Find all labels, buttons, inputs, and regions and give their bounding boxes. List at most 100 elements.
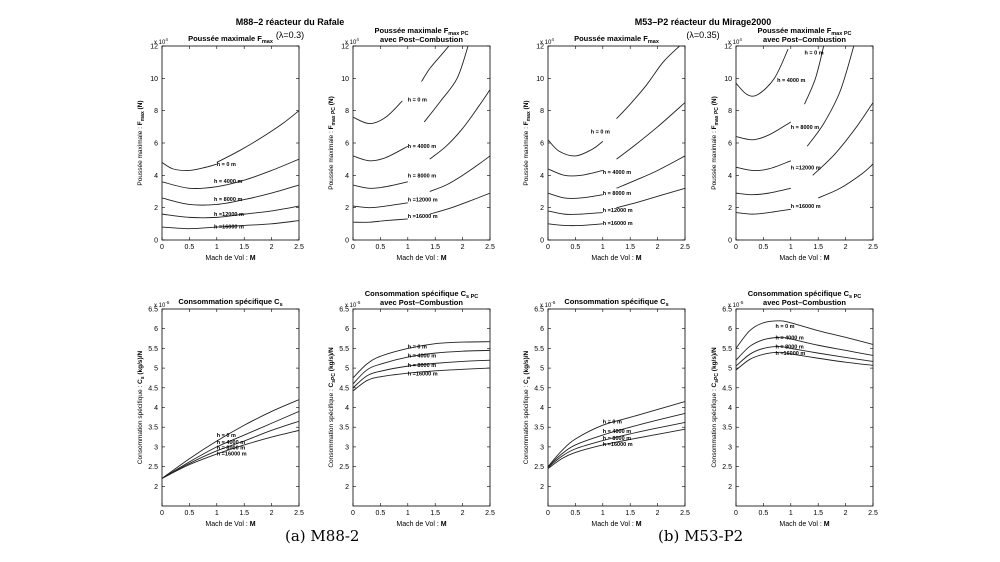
altitude-label: h = 8000 m bbox=[775, 344, 803, 350]
axis-exponent: x 104 bbox=[154, 37, 168, 46]
x-tick-label: 0.5 bbox=[376, 244, 386, 251]
figure-b-header: M53–P2 réacteur du Mirage2000 bbox=[634, 17, 772, 27]
altitude-label: h = 4000 m bbox=[603, 170, 631, 176]
altitude-label: h =16000 m bbox=[408, 214, 438, 220]
chart-title-sub: s bbox=[280, 302, 283, 308]
x-tick-label: 2.5 bbox=[868, 510, 878, 517]
plot-frame bbox=[161, 45, 300, 241]
y-axis-label: Poussée maximale : Fmax PC (N) bbox=[711, 96, 720, 190]
y-tick-label: 4 bbox=[345, 173, 349, 180]
y-tick-label: 0 bbox=[728, 238, 732, 245]
x-tick-label: 1 bbox=[601, 244, 605, 251]
chart-title-line2: avec Post–Combustion bbox=[763, 35, 846, 44]
x-tick-label: 1.5 bbox=[430, 244, 440, 251]
y-tick-label: 3 bbox=[345, 444, 349, 451]
x-tick-label: 1 bbox=[406, 510, 410, 517]
x-axis-label: Mach de Vol : M bbox=[591, 255, 641, 262]
series-line bbox=[736, 49, 789, 97]
x-tick-label: 1.5 bbox=[239, 244, 249, 251]
y-tick-label: 6.5 bbox=[148, 307, 158, 314]
exponent-base: x 10 bbox=[540, 40, 552, 46]
y-axis-label-sub: sPC bbox=[714, 373, 720, 383]
y-axis-label-symbol: C bbox=[523, 379, 530, 384]
y-tick-label: 8 bbox=[154, 108, 158, 115]
y-tick-label: 8 bbox=[345, 108, 349, 115]
y-tick-label: 3 bbox=[728, 444, 732, 451]
altitude-label: h =12000 m bbox=[603, 208, 633, 214]
series-line bbox=[548, 428, 685, 469]
altitude-label: h = 8000 m bbox=[214, 197, 242, 203]
x-tick-label: 0.5 bbox=[185, 244, 195, 251]
exponent-base: x 10 bbox=[345, 40, 357, 46]
chart-title-sub: max PC bbox=[831, 31, 851, 37]
y-axis-label-unit: (N) bbox=[328, 96, 335, 107]
chart-title-line2: avec Post–Combustion bbox=[380, 298, 463, 307]
figure-a-caption: (a) M88-2 bbox=[285, 527, 360, 545]
y-axis-label: Poussée maximale : Fmax (N) bbox=[137, 100, 146, 185]
x-axis-label-text: Mach de Vol : bbox=[396, 521, 440, 528]
chart-title-line2: avec Post–Combustion bbox=[380, 35, 463, 44]
x-tick-label: 2.5 bbox=[680, 244, 690, 251]
series-line bbox=[162, 162, 217, 171]
altitude-label: h = 4000 m bbox=[408, 144, 436, 150]
x-axis-label-text: Mach de Vol : bbox=[779, 255, 823, 262]
y-tick-label: 2.5 bbox=[722, 464, 732, 471]
y-tick-label: 6 bbox=[540, 141, 544, 148]
x-tick-label: 0.5 bbox=[571, 510, 581, 517]
altitude-label: h = 4000 m bbox=[217, 440, 245, 446]
x-tick-label: 2 bbox=[270, 244, 274, 251]
series-line bbox=[162, 205, 299, 219]
x-tick-label: 0 bbox=[546, 510, 550, 517]
exponent-power: 4 bbox=[739, 37, 742, 42]
y-axis-label-symbol: C bbox=[137, 379, 144, 384]
x-tick-label: 0 bbox=[351, 510, 355, 517]
series-group bbox=[353, 46, 490, 223]
y-tick-label: 10 bbox=[724, 76, 732, 83]
axis-exponent: x 104 bbox=[540, 37, 554, 46]
series-line bbox=[548, 210, 603, 215]
series-line bbox=[353, 218, 408, 223]
series-line bbox=[548, 223, 603, 227]
series-line bbox=[353, 145, 409, 162]
series-line-segment bbox=[429, 192, 490, 215]
chart-title-main: Poussée maximale F bbox=[188, 34, 262, 43]
series-line-segment bbox=[804, 46, 825, 105]
altitude-label: h = 0 m bbox=[603, 419, 622, 425]
altitude-label: h =12000 m bbox=[791, 165, 821, 171]
series-line bbox=[162, 429, 299, 479]
y-tick-label: 2 bbox=[154, 205, 158, 212]
y-tick-label: 2 bbox=[540, 484, 544, 491]
exponent-base: x 10 bbox=[728, 40, 740, 46]
y-tick-label: 5 bbox=[154, 366, 158, 373]
chart-title-main: Consommation spécifique C bbox=[748, 289, 850, 298]
series-line bbox=[736, 187, 791, 196]
y-axis-label-symbol: F bbox=[328, 125, 335, 129]
x-axis-label-text: Mach de Vol : bbox=[591, 521, 635, 528]
y-tick-label: 10 bbox=[150, 76, 158, 83]
series-line-segment bbox=[818, 163, 873, 199]
series-line-segment bbox=[423, 46, 469, 123]
x-tick-label: 1 bbox=[789, 510, 793, 517]
x-tick-label: 1.5 bbox=[813, 510, 823, 517]
x-axis-label: Mach de Vol : M bbox=[779, 521, 829, 528]
series-line-segment bbox=[421, 46, 450, 82]
y-axis-label-text: Consommation spécifique : bbox=[523, 384, 530, 464]
altitude-label: h =16000 m bbox=[603, 221, 633, 227]
x-tick-label: 2 bbox=[270, 510, 274, 517]
x-axis-label-symbol: M bbox=[250, 521, 256, 528]
y-tick-label: 6 bbox=[728, 141, 732, 148]
y-tick-label: 6.5 bbox=[534, 307, 544, 314]
x-tick-label: 2 bbox=[844, 244, 848, 251]
x-axis-label: Mach de Vol : M bbox=[396, 255, 446, 262]
chart-title-sub: s PC bbox=[849, 294, 861, 300]
exponent-base: x 10 bbox=[540, 303, 552, 309]
altitude-label: h = 8000 m bbox=[603, 191, 631, 197]
axis-exponent: x 10-5 bbox=[154, 300, 170, 309]
x-tick-label: 1.5 bbox=[625, 510, 635, 517]
series-line-segment bbox=[216, 110, 299, 163]
x-tick-label: 1.5 bbox=[239, 510, 249, 517]
altitude-label: h = 0 m bbox=[408, 344, 427, 350]
y-tick-label: 3 bbox=[540, 444, 544, 451]
altitude-label: h =16000 m bbox=[603, 442, 633, 448]
